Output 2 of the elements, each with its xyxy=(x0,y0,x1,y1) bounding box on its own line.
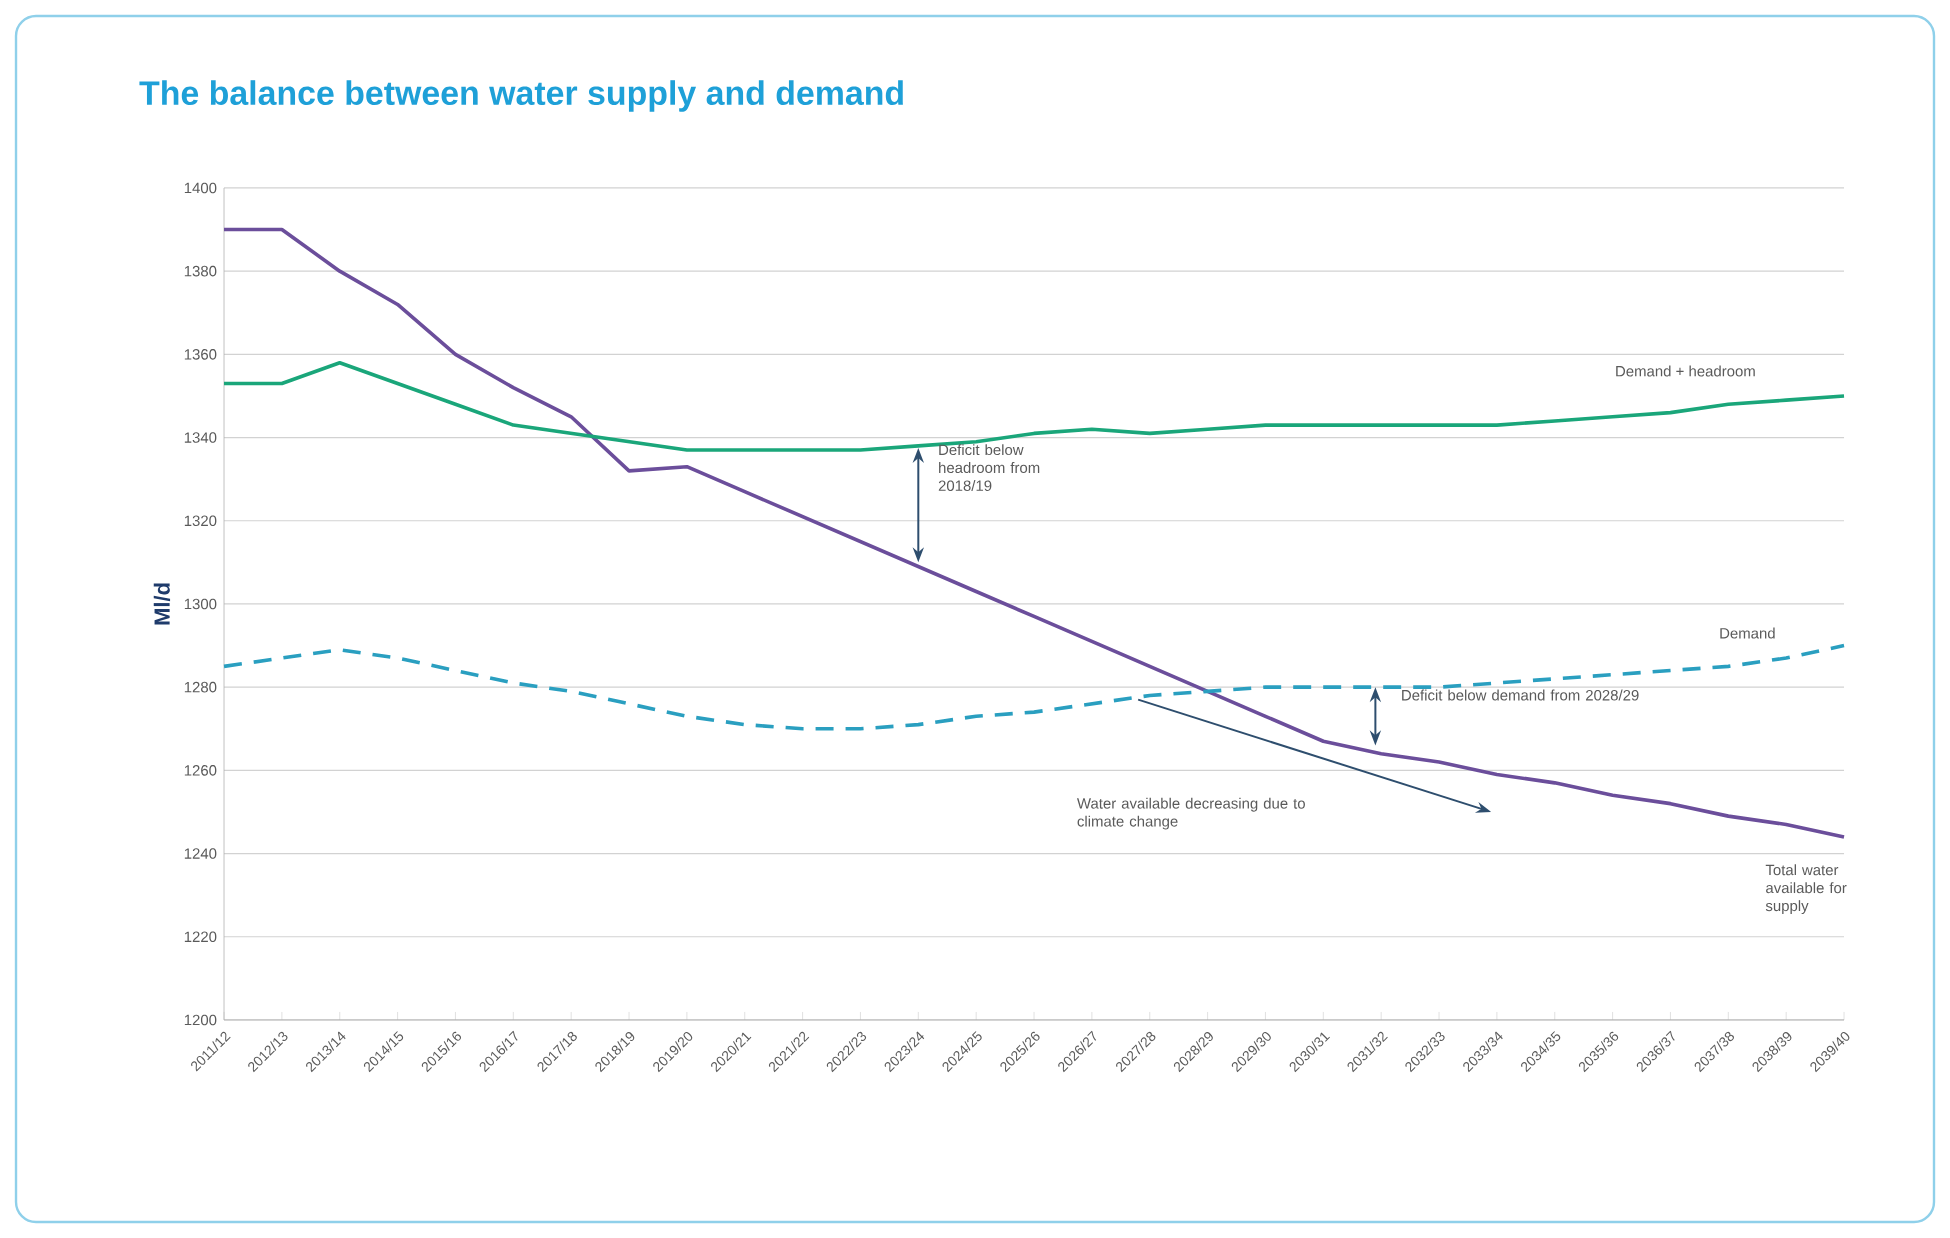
chart-title: The balance between water supply and demand xyxy=(139,80,903,112)
y-axis-title: Ml/d xyxy=(153,583,171,625)
